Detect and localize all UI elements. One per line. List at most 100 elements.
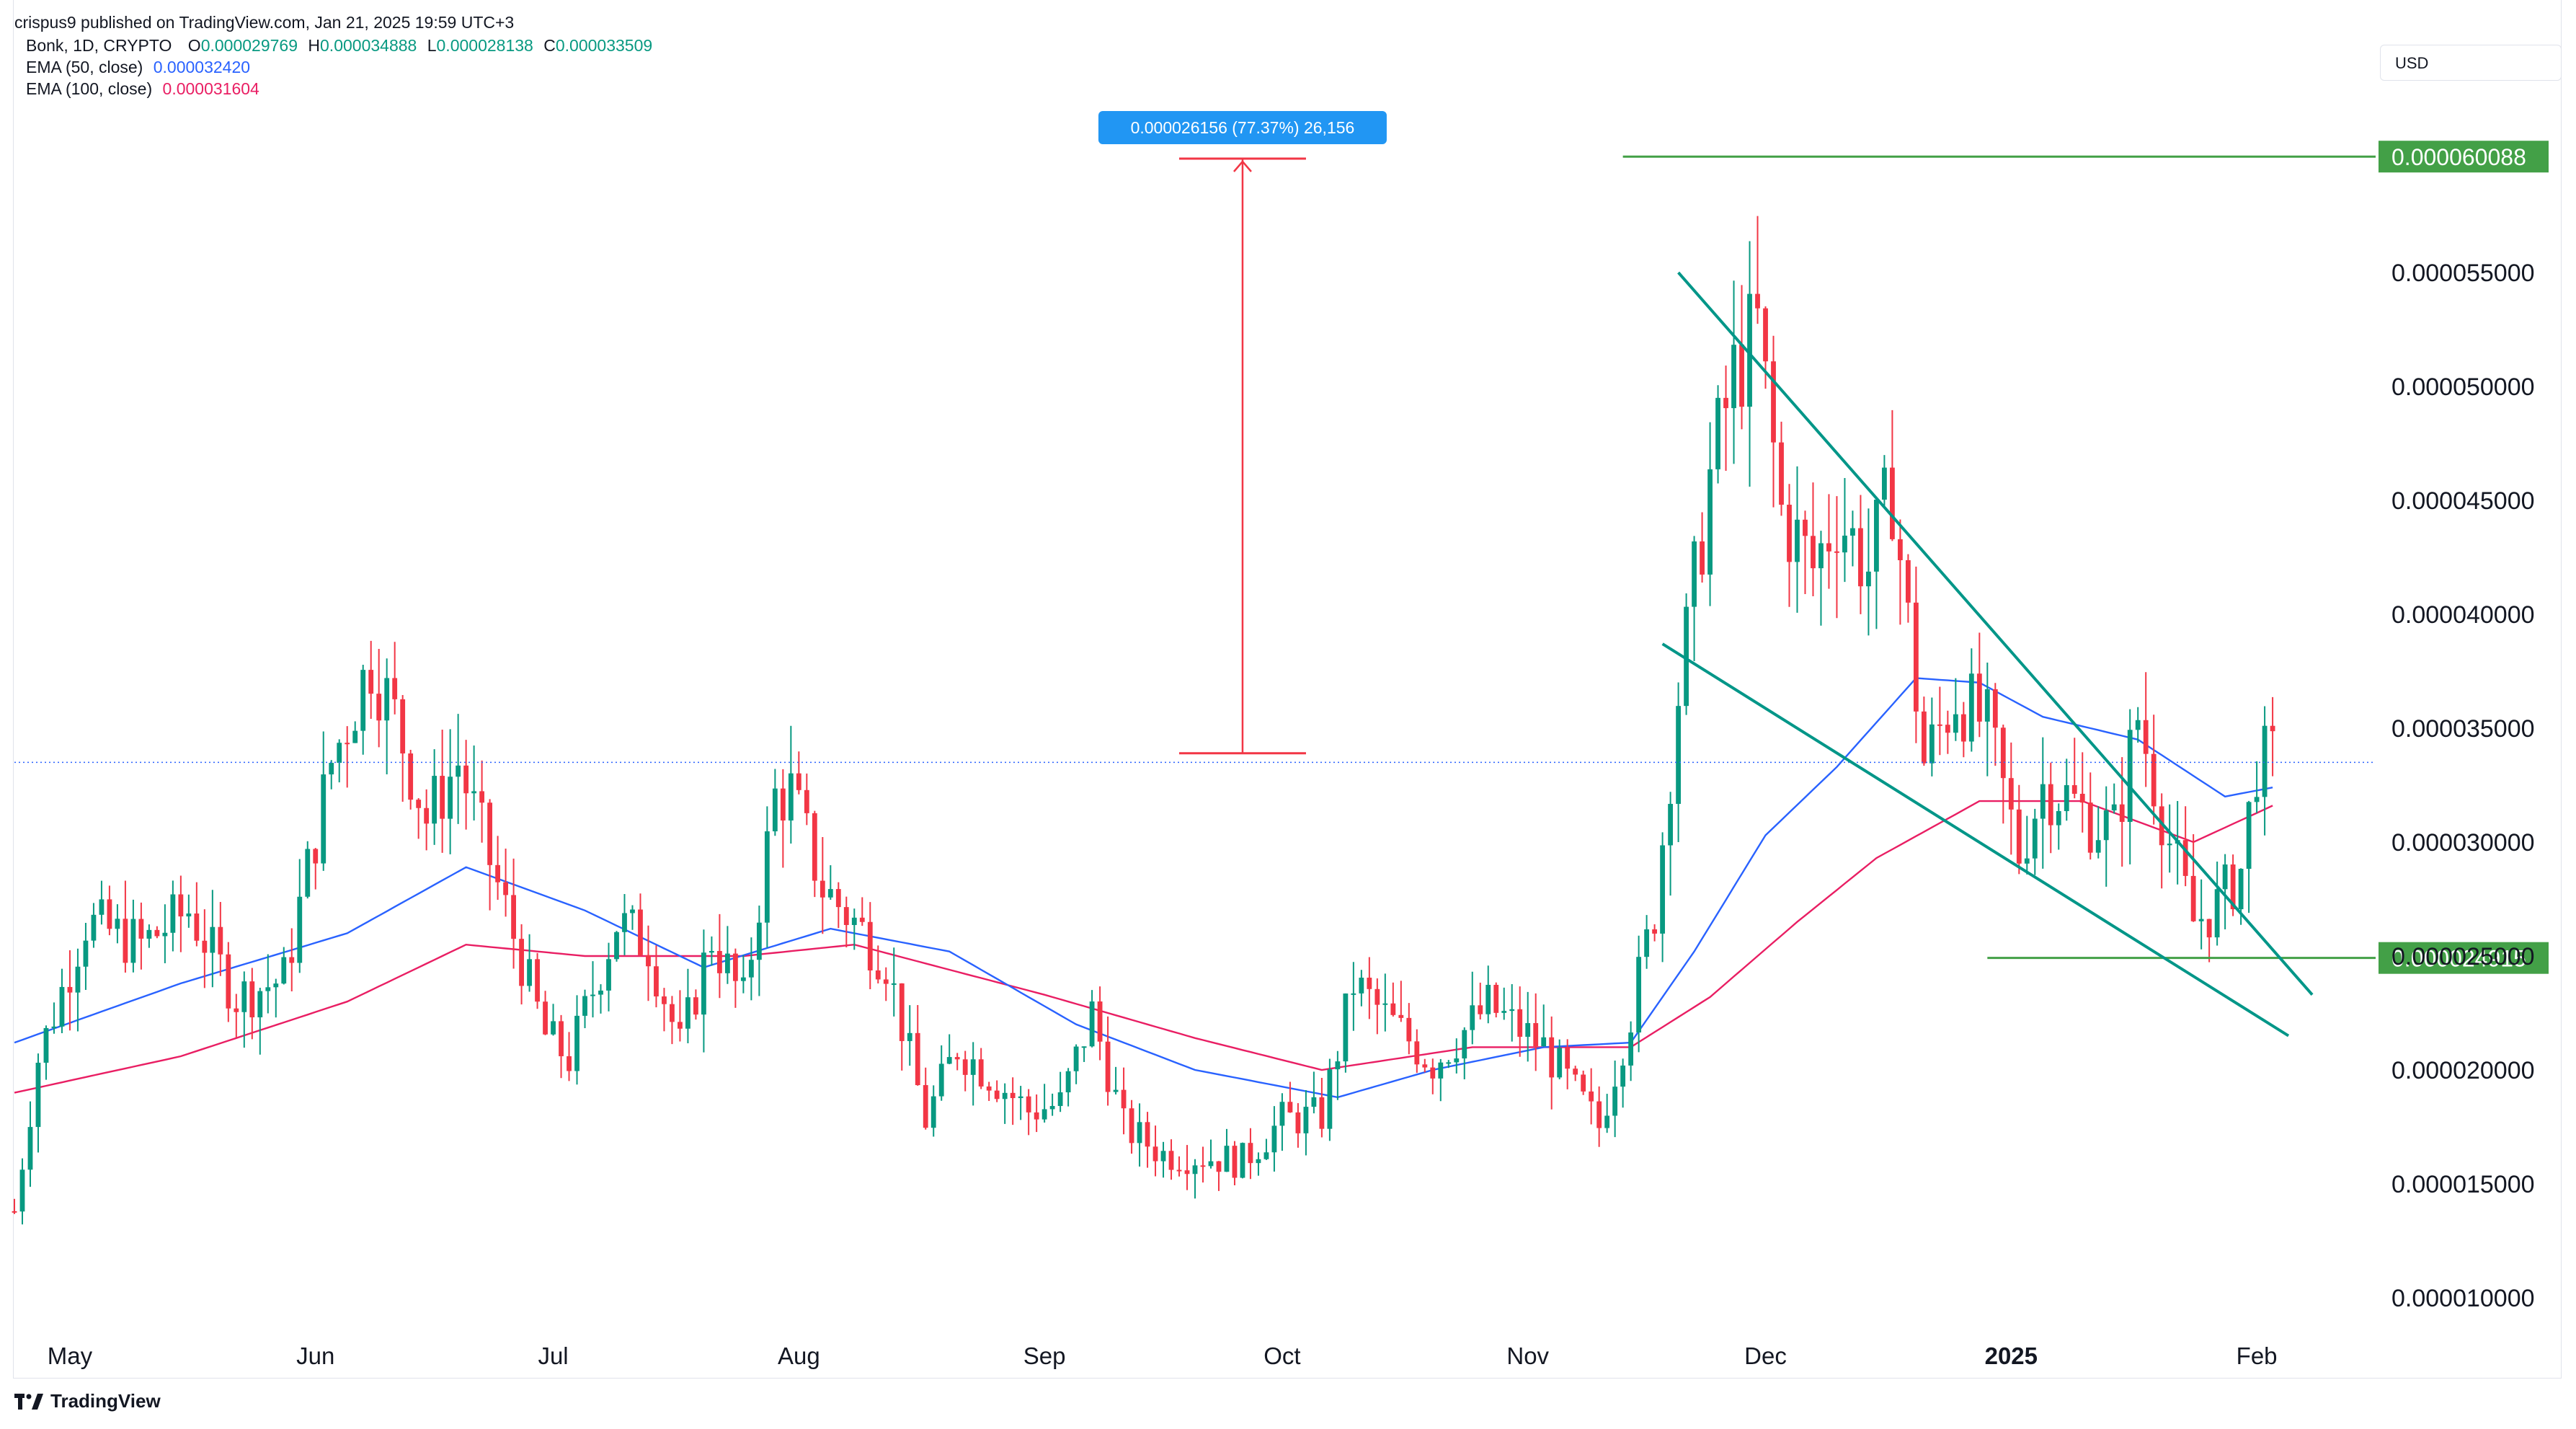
- currency-selector[interactable]: USD: [2380, 45, 2562, 81]
- bullish-candle: [2064, 758, 2069, 821]
- bullish-candle: [75, 948, 81, 1032]
- candle-body: [1152, 1146, 1158, 1162]
- candle-body: [1208, 1161, 1214, 1167]
- candle-body: [1644, 929, 1650, 957]
- candle-body: [820, 880, 825, 898]
- candle-body: [297, 896, 303, 963]
- bearish-candle: [2079, 752, 2085, 833]
- bullish-candle: [970, 1042, 976, 1106]
- bearish-candle: [1168, 1139, 1174, 1180]
- ema100-legend[interactable]: EMA (100, close) 0.000031604: [26, 79, 259, 99]
- bearish-candle: [1287, 1081, 1293, 1113]
- price-axis[interactable]: 0.000010000 0.000015000 0.000020000 0.00002…: [2391, 260, 2535, 1312]
- bullish-candle: [1192, 1159, 1198, 1199]
- candle-body: [724, 953, 730, 973]
- candle-body: [1462, 1030, 1467, 1059]
- bearish-candle: [1589, 1068, 1594, 1125]
- bullish-candle: [432, 749, 438, 845]
- bullish-candle: [115, 904, 120, 944]
- candle-body: [574, 1015, 579, 1071]
- time-axis[interactable]: May Jun Jul Aug Sep Oct Nov Dec 2025 Feb: [48, 1342, 2278, 1369]
- level-price-tag: [2379, 942, 2549, 974]
- high-label: H: [308, 36, 321, 55]
- candle-body: [67, 986, 73, 993]
- candle-body: [463, 765, 469, 794]
- candle-body: [1589, 1091, 1594, 1102]
- candle-body: [1398, 1014, 1404, 1018]
- bullish-candle: [51, 1002, 57, 1034]
- candle-body: [376, 694, 382, 721]
- bearish-candle: [503, 848, 508, 917]
- bearish-candle: [1430, 1058, 1436, 1094]
- candle-body: [1113, 1089, 1119, 1092]
- bullish-candle: [1263, 1138, 1269, 1160]
- candle-body: [835, 889, 841, 908]
- candle-body: [2238, 869, 2244, 910]
- candle-body: [1224, 1146, 1230, 1172]
- bullish-candle: [1731, 280, 1736, 464]
- bearish-candle: [780, 769, 786, 868]
- open-value: 0.000029769: [200, 36, 298, 55]
- price-tick-label: 0.000010000: [2391, 1285, 2535, 1312]
- candle-body: [1438, 1062, 1444, 1079]
- candle-body: [1049, 1105, 1055, 1110]
- bullish-candle: [1454, 1038, 1460, 1074]
- candle-body: [1367, 978, 1372, 989]
- bearish-candle: [400, 694, 406, 802]
- ema50-legend[interactable]: EMA (50, close) 0.000032420: [26, 58, 250, 77]
- candle-body: [1176, 1169, 1182, 1172]
- bearish-candle: [2143, 672, 2149, 787]
- candle-body: [1968, 673, 1974, 742]
- candle-body: [2040, 784, 2046, 819]
- bullish-candle: [2056, 803, 2061, 850]
- bearish-candle: [716, 913, 722, 999]
- bullish-candle: [210, 890, 216, 988]
- bullish-candle: [551, 1004, 556, 1036]
- bearish-candle: [1097, 986, 1103, 1061]
- candle-body: [321, 774, 327, 864]
- price-tick-label: 0.000045000: [2391, 487, 2535, 515]
- bearish-candle: [1937, 686, 1942, 756]
- bullish-candle: [43, 1025, 49, 1080]
- candle-body: [931, 1096, 936, 1128]
- bullish-candle: [1137, 1103, 1142, 1167]
- candle-body: [1818, 543, 1824, 569]
- candle-body: [732, 953, 738, 981]
- candle-body: [1073, 1046, 1079, 1071]
- candle-body: [2190, 875, 2196, 921]
- bullish-candle: [471, 746, 477, 821]
- bullish-candle: [1557, 1039, 1563, 1079]
- bullish-candle: [2095, 806, 2101, 859]
- candle-body: [1897, 539, 1903, 561]
- candle-body: [289, 957, 295, 963]
- bullish-candle: [1160, 1141, 1166, 1178]
- bearish-candle: [535, 952, 540, 1009]
- ema50-line: [14, 677, 2273, 1099]
- candle-body: [1573, 1069, 1578, 1075]
- candle-body: [408, 753, 414, 800]
- bearish-candle: [1390, 982, 1396, 1017]
- bearish-candle: [812, 810, 817, 898]
- bearish-candle: [1398, 981, 1404, 1022]
- bearish-candle: [1422, 1058, 1428, 1073]
- candle-body: [2095, 840, 2101, 853]
- candle-body: [1493, 984, 1499, 1013]
- bearish-candle: [123, 880, 128, 973]
- price-tick-label: 0.000055000: [2391, 260, 2535, 287]
- candle-body: [938, 1063, 944, 1097]
- time-tick-label: Jul: [538, 1342, 568, 1369]
- close-label: C: [543, 36, 556, 55]
- bullish-candle: [19, 1158, 25, 1225]
- bearish-candle: [1145, 1112, 1150, 1168]
- candle-body: [257, 991, 263, 1018]
- candle-body: [1509, 1009, 1515, 1012]
- bullish-candle: [2222, 854, 2228, 929]
- candle-body: [1200, 1165, 1206, 1167]
- bullish-candle: [1707, 422, 1713, 606]
- bullish-candle: [1351, 962, 1356, 1031]
- candle-body: [1795, 519, 1800, 562]
- bullish-candle: [27, 1101, 33, 1187]
- bullish-candle: [91, 903, 97, 948]
- tradingview-brand[interactable]: TradingView: [14, 1390, 161, 1412]
